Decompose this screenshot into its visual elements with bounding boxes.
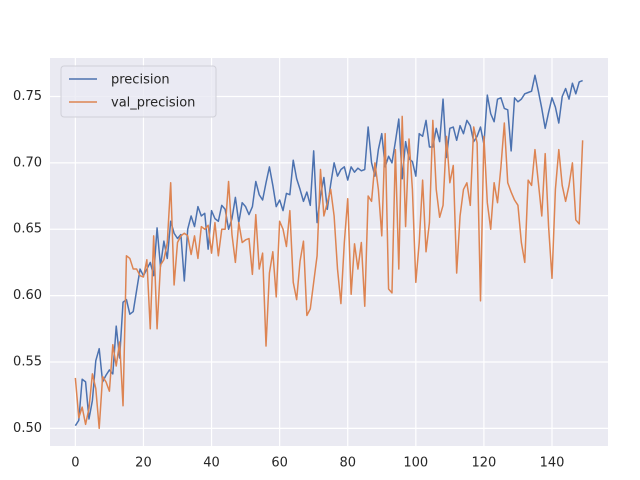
x-tick-label: 120 [471, 456, 496, 471]
y-tick-label: 0.60 [13, 288, 42, 303]
line [74, 115, 584, 430]
y-tick-label: 0.65 [13, 222, 42, 237]
x-tick-label: 80 [339, 456, 356, 471]
y-tick-label: 0.55 [13, 354, 42, 369]
legend-label: val_precision [111, 96, 195, 111]
x-tick-label: 140 [540, 456, 565, 471]
y-tick-label: 0.70 [13, 155, 42, 170]
legend [60, 65, 217, 118]
x-tick-label: 60 [271, 456, 288, 471]
legend-label: precision [111, 73, 170, 88]
x-tick-label: 0 [71, 456, 79, 471]
x-tick-label: 100 [403, 456, 428, 471]
y-tick-label: 0.50 [13, 421, 42, 436]
x-tick-label: 40 [203, 456, 220, 471]
x-tick-label: 20 [135, 456, 152, 471]
y-tick-label: 0.75 [13, 89, 42, 104]
